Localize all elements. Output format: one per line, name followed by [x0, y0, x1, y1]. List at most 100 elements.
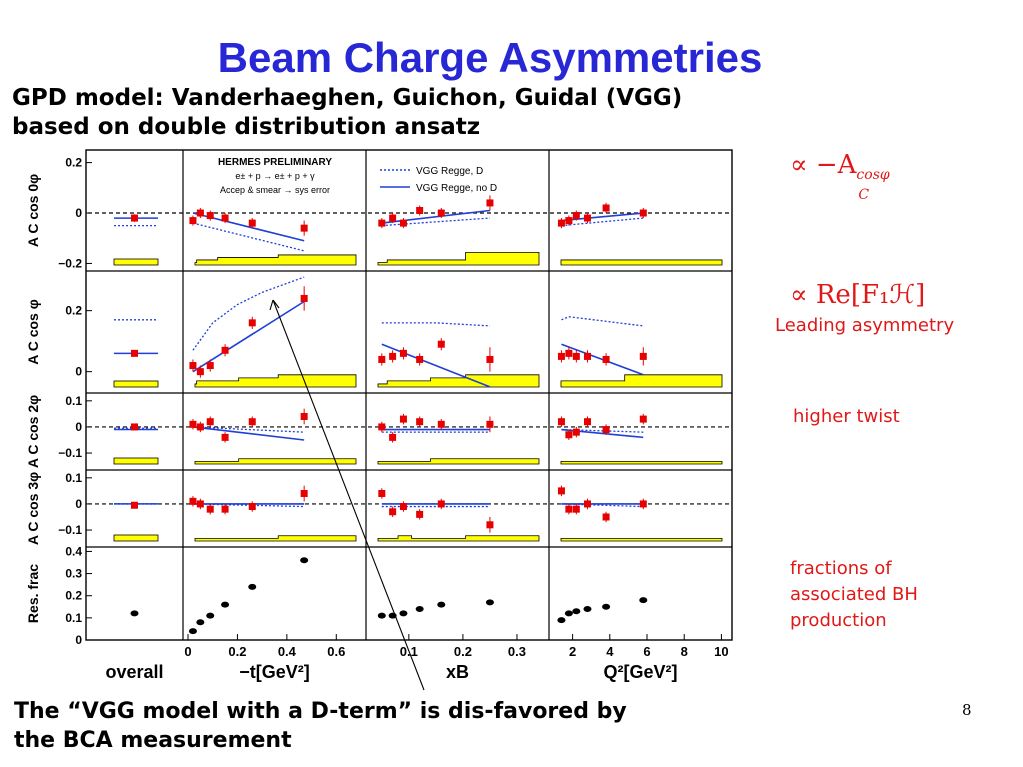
- higher-twist-note: higher twist: [793, 406, 900, 427]
- x-axis-label: xB: [446, 662, 469, 682]
- data-point: [557, 487, 565, 495]
- subtitle-line-2: based on double distribution ansatz: [12, 114, 481, 140]
- model-curve-with-d-term: [192, 426, 305, 433]
- data-point: [389, 214, 397, 222]
- y-tick-label: −0.2: [58, 256, 82, 270]
- data-point: [557, 219, 565, 227]
- res-frac-point: [602, 603, 611, 610]
- data-point: [583, 214, 591, 222]
- data-point: [389, 352, 397, 360]
- annotation-arrow-line: [272, 299, 425, 691]
- res-frac-point: [248, 583, 257, 590]
- legend-entry: VGG Regge, no D: [416, 183, 497, 194]
- bottom-line-2: the BCA measurement: [14, 728, 292, 753]
- annotation-arrow-head: [269, 299, 280, 311]
- data-point: [399, 503, 407, 511]
- data-point: [206, 212, 214, 220]
- data-point: [639, 352, 647, 360]
- y-axis-label: A C cos 3φ: [25, 472, 41, 545]
- data-point: [565, 217, 573, 225]
- data-point: [557, 352, 565, 360]
- model-curve-no-d-term: [561, 212, 644, 222]
- data-point: [196, 368, 204, 376]
- y-tick-label: 0.2: [65, 156, 82, 170]
- model-curve-no-d-term: [381, 209, 491, 224]
- data-point: [300, 412, 308, 420]
- fractions-note-line-1: fractions of: [790, 558, 892, 579]
- model-curve-no-d-term: [192, 426, 305, 441]
- data-point: [378, 219, 386, 227]
- data-point: [486, 420, 494, 428]
- sys-band: [377, 374, 540, 388]
- data-point: [389, 433, 397, 441]
- data-point: [378, 355, 386, 363]
- x-tick-label: 0.2: [228, 644, 246, 659]
- res-frac-point: [437, 601, 446, 608]
- data-point: [248, 319, 256, 327]
- y-tick-label: 0.2: [65, 589, 82, 603]
- legend-entry: VGG Regge, D: [416, 166, 483, 177]
- res-frac-point: [221, 601, 230, 608]
- y-tick-label: 0.4: [65, 544, 82, 558]
- sys-band: [560, 374, 723, 388]
- model-curve-with-d-term: [561, 217, 644, 227]
- sys-band: [377, 535, 540, 542]
- data-point: [378, 489, 386, 497]
- model-curve-with-d-term: [381, 322, 490, 327]
- y-axis-label: A C cos 0φ: [25, 174, 41, 247]
- data-point: [248, 219, 256, 227]
- sys-band: [560, 537, 723, 542]
- data-point: [583, 418, 591, 426]
- res-frac-point: [557, 617, 566, 624]
- y-tick-label: 0: [75, 206, 82, 220]
- y-axis-label: A C cos 2φ: [25, 395, 41, 468]
- x-axis-label: overall: [105, 662, 163, 682]
- y-tick-label: 0.2: [65, 304, 82, 318]
- data-point: [486, 199, 494, 207]
- res-frac-point: [300, 557, 309, 564]
- x-tick-label: 10: [714, 644, 728, 659]
- data-point: [300, 489, 308, 497]
- data-point: [248, 418, 256, 426]
- fractions-note: fractions of associated BH production: [790, 556, 918, 634]
- x-tick-label: 0.2: [454, 644, 472, 659]
- data-point: [221, 505, 229, 513]
- res-frac-point: [188, 628, 197, 635]
- data-point: [565, 349, 573, 357]
- sys-band: [194, 458, 357, 465]
- page-number: 8: [962, 701, 972, 719]
- model-curve-with-d-term: [192, 222, 305, 252]
- data-point: [557, 418, 565, 426]
- acceptance-smear-label: Accep & smear → sys error: [220, 185, 330, 195]
- model-curve-no-d-term: [192, 300, 305, 373]
- y-axis-label: Res. frac: [25, 564, 41, 623]
- formula-cos-phi-asymmetry: ∝ −A cosφ C: [790, 150, 916, 203]
- overall-sys-band: [113, 457, 159, 465]
- data-point: [378, 423, 386, 431]
- formula1-main: ∝ −A: [790, 150, 857, 180]
- data-point: [196, 500, 204, 508]
- data-point: [206, 505, 214, 513]
- y-tick-label: 0: [75, 497, 82, 511]
- data-point: [189, 420, 197, 428]
- x-tick-label: 2: [569, 644, 576, 659]
- y-tick-label: 0: [75, 365, 82, 379]
- data-point: [639, 500, 647, 508]
- data-point: [416, 207, 424, 214]
- data-point: [221, 346, 229, 354]
- bottom-line-1: The “VGG model with a D-term” is dis-fav…: [14, 699, 627, 724]
- data-point: [189, 362, 197, 370]
- data-point: [602, 426, 610, 434]
- model-curve-no-d-term: [561, 343, 644, 376]
- data-point: [583, 352, 591, 360]
- formula1-sup: cosφ: [856, 167, 890, 183]
- data-point: [189, 217, 197, 225]
- data-point: [189, 497, 197, 505]
- data-point: [206, 418, 214, 426]
- data-point: [206, 362, 214, 370]
- data-point: [437, 340, 445, 348]
- x-tick-label: 0.3: [508, 644, 526, 659]
- data-point: [486, 521, 494, 529]
- data-point: [389, 508, 397, 516]
- x-tick-label: 0: [184, 644, 191, 659]
